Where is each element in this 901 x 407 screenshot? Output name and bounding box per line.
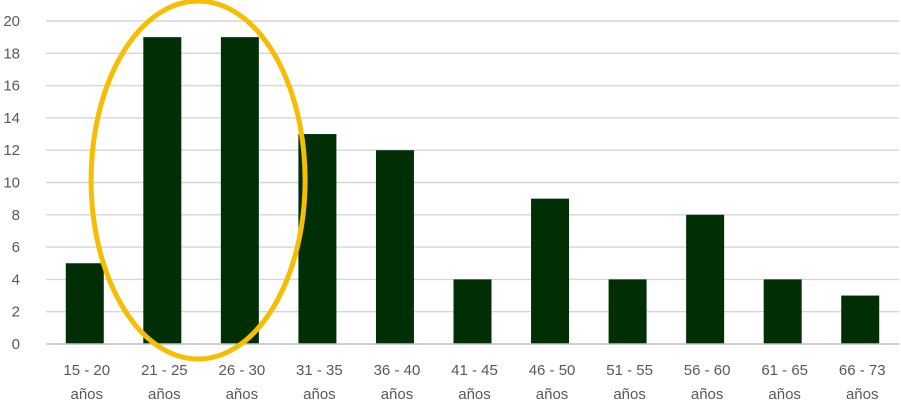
- y-tick-label: 14: [3, 110, 20, 127]
- x-tick-label: 46 - 50 años: [529, 362, 576, 403]
- bar: [763, 279, 802, 344]
- x-tick-label: 51 - 55 años: [606, 362, 653, 403]
- x-tick-label: 21 - 25 años: [141, 362, 188, 403]
- bar: [65, 263, 104, 344]
- y-axis-ticks: 0 2 4 6 8 10 12 14 16 18 20: [3, 13, 20, 353]
- highlight-ellipse: [88, 0, 308, 362]
- y-tick-label: 16: [3, 78, 20, 95]
- bar: [453, 279, 492, 344]
- bar: [608, 279, 647, 344]
- y-tick-label: 18: [3, 45, 20, 62]
- annotations: [88, 0, 308, 362]
- y-tick-label: 8: [12, 207, 20, 224]
- y-tick-label: 2: [12, 304, 20, 321]
- x-tick-label-line: años: [768, 386, 801, 403]
- x-tick-label: 15 - 20 años: [63, 362, 110, 403]
- x-tick-label-line: años: [613, 386, 646, 403]
- bar: [531, 198, 570, 344]
- x-tick-label-line: 51 - 55: [606, 362, 653, 379]
- bar: [841, 295, 880, 344]
- x-tick-label: 26 - 30 años: [219, 362, 266, 403]
- x-tick-label-line: 56 - 60: [684, 362, 731, 379]
- x-tick-label-line: años: [846, 386, 879, 403]
- x-tick-label-line: años: [303, 386, 336, 403]
- x-tick-label-line: años: [226, 386, 259, 403]
- x-tick-label-line: 26 - 30: [219, 362, 266, 379]
- x-tick-label-line: 46 - 50: [529, 362, 576, 379]
- y-tick-label: 0: [12, 336, 20, 353]
- x-tick-label-line: 15 - 20: [63, 362, 110, 379]
- x-tick-label-line: años: [71, 386, 104, 403]
- x-tick-label: 56 - 60 años: [684, 362, 731, 403]
- bar: [686, 214, 725, 344]
- gridlines: [46, 20, 899, 313]
- x-tick-label-line: años: [381, 386, 414, 403]
- x-tick-label: 66 - 73 años: [839, 362, 886, 403]
- bars: [65, 37, 880, 345]
- x-tick-label-line: 21 - 25: [141, 362, 188, 379]
- y-tick-label: 4: [12, 271, 20, 288]
- x-tick-label: 31 - 35 años: [296, 362, 343, 403]
- x-tick-label-line: años: [691, 386, 724, 403]
- x-tick-label-line: años: [536, 386, 569, 403]
- x-tick-label-line: 61 - 65: [761, 362, 808, 379]
- y-tick-label: 10: [3, 175, 20, 192]
- bar: [143, 37, 182, 345]
- x-tick-label: 36 - 40 años: [374, 362, 421, 403]
- bar: [375, 150, 414, 344]
- x-tick-label-line: años: [148, 386, 181, 403]
- x-tick-label-line: 31 - 35: [296, 362, 343, 379]
- x-tick-label: 61 - 65 años: [761, 362, 808, 403]
- x-tick-label-line: años: [458, 386, 491, 403]
- x-tick-label-line: 41 - 45: [451, 362, 498, 379]
- bar: [220, 37, 259, 345]
- x-tick-label-line: 36 - 40: [374, 362, 421, 379]
- y-tick-label: 6: [12, 239, 20, 256]
- x-tick-label: 41 - 45 años: [451, 362, 498, 403]
- y-tick-label: 12: [3, 142, 20, 159]
- x-tick-label-line: 66 - 73: [839, 362, 886, 379]
- y-tick-label: 20: [3, 13, 20, 30]
